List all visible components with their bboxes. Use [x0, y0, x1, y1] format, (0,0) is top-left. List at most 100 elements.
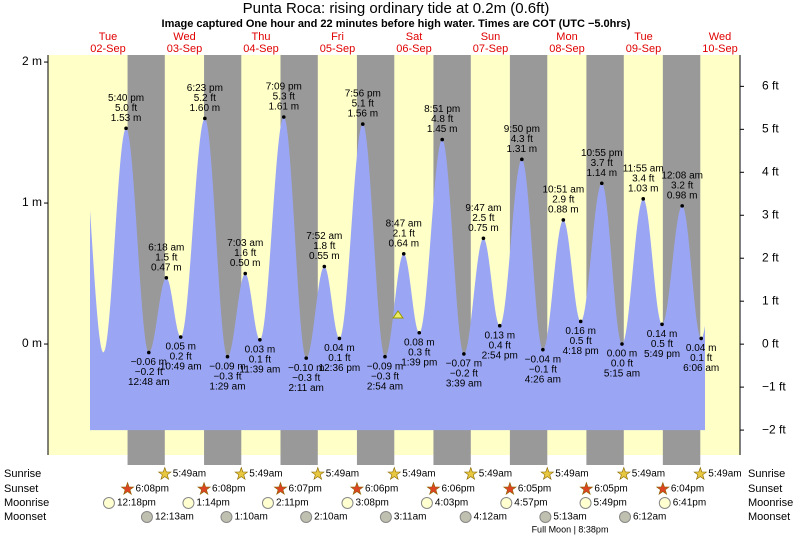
sunrise-time: 5:49am: [402, 469, 435, 480]
tide-label: 0.3 ft: [408, 347, 430, 358]
tide-label: 0.00 m: [607, 349, 638, 360]
tide-label: −0.10 m: [288, 363, 324, 374]
sunrise-time: 5:49am: [479, 469, 512, 480]
sunrise-time: 5:49am: [708, 469, 741, 480]
tide-label: 0.1 ft: [328, 353, 350, 364]
sunrise-time: 5:49am: [632, 469, 665, 480]
day-name: Thu: [252, 31, 271, 43]
moonrise-time: 4:03pm: [435, 498, 468, 509]
tide-label: 5.3 ft: [273, 92, 295, 103]
moonrise-time: 1:14pm: [196, 498, 229, 509]
tide-label: 0.04 m: [686, 343, 717, 354]
tide-point: [383, 354, 387, 359]
tide-label: −0.3 ft: [213, 371, 241, 382]
moonset-time: 3:11am: [394, 512, 427, 523]
day-date: 03-Sep: [167, 43, 202, 55]
tide-label: −0.2 ft: [450, 369, 478, 380]
y2-tick-label: 1 ft: [762, 293, 779, 307]
tide-label: 11:55 am: [623, 163, 664, 174]
tide-label: 0.0 ft: [611, 359, 633, 370]
tide-label: 4:18 pm: [563, 346, 599, 357]
moonrise-time: 6:41pm: [673, 498, 706, 509]
sunset-time: 6:08pm: [136, 484, 169, 495]
tide-point: [541, 347, 545, 352]
tide-area: [90, 117, 705, 431]
tide-point: [599, 181, 604, 186]
moonset-time: 6:12am: [633, 512, 666, 523]
tide-label: 0.88 m: [548, 205, 579, 216]
sunset-icon: [349, 481, 364, 495]
tide-label: 0.75 m: [468, 223, 499, 234]
moonset-time: 1:10am: [234, 512, 267, 523]
y-tick-label: 1 m: [22, 195, 42, 209]
row-label: Moonset: [4, 511, 46, 523]
tide-point: [337, 336, 342, 341]
tide-label: 2.9 ft: [552, 195, 574, 206]
tide-point: [258, 338, 262, 342]
day-date: 05-Sep: [320, 43, 355, 55]
day-name: Sat: [406, 31, 423, 43]
tide-label: 0.98 m: [667, 191, 698, 202]
tide-point: [520, 157, 524, 162]
chart-title: Punta Roca: rising ordinary tide at 0.2m…: [243, 0, 550, 17]
tide-label: 7:09 pm: [266, 82, 302, 93]
tide-label: 3.7 ft: [591, 158, 613, 169]
day-date: 09-Sep: [626, 43, 661, 55]
tide-point: [641, 197, 646, 201]
tide-label: 5:40 pm: [108, 93, 144, 104]
tide-point: [660, 322, 664, 327]
tide-label: 0.16 m: [565, 326, 596, 337]
tide-point: [243, 271, 248, 276]
tide-label: 1.45 m: [427, 124, 458, 135]
day-date: 02-Sep: [90, 43, 125, 55]
y2-tick-label: −2 ft: [762, 422, 786, 436]
tide-point: [699, 336, 703, 341]
tide-label: −0.04 m: [525, 354, 561, 365]
tide-label: 10:55 pm: [581, 148, 623, 159]
tide-label: 0.5 ft: [570, 336, 592, 347]
day-name: Tue: [99, 31, 118, 43]
tide-point: [462, 352, 466, 356]
row-label: Sunset: [4, 483, 38, 495]
sunset-time: 6:06pm: [365, 484, 398, 495]
tide-label: 1:39 pm: [401, 357, 437, 368]
tide-label: 9:47 am: [465, 203, 501, 214]
moonset-time: 2:10am: [314, 512, 347, 523]
tide-label: 5:49 pm: [644, 349, 680, 360]
tide-label: 1.03 m: [628, 183, 659, 194]
moon-phase: Full Moon | 8:38pm: [532, 524, 609, 534]
sunrise-icon: [310, 466, 325, 480]
day-name: Sun: [481, 31, 501, 43]
tide-point: [578, 319, 583, 324]
moonset-time: 4:12am: [474, 512, 507, 523]
y2-tick-label: −1 ft: [762, 379, 786, 393]
tide-point: [124, 126, 128, 131]
moonset-icon: [220, 511, 233, 523]
tide-label: 0.14 m: [647, 329, 678, 340]
moonrise-icon: [261, 497, 274, 509]
sunrise-time: 5:49am: [326, 469, 359, 480]
tide-label: −0.09 m: [367, 361, 403, 372]
tide-label: 12:48 am: [128, 377, 170, 388]
tide-label: 6:06 am: [683, 363, 719, 374]
tide-point: [561, 218, 566, 222]
moonrise-icon: [102, 497, 115, 509]
y2-tick-label: 2 ft: [762, 250, 779, 264]
row-label: Moonrise: [4, 497, 49, 509]
tide-label: 2.1 ft: [393, 228, 415, 239]
tide-label: 0.04 m: [324, 343, 355, 354]
tide-label: 0.03 m: [245, 344, 276, 355]
row-label: Moonrise: [748, 497, 793, 509]
tide-label: 6:23 pm: [187, 83, 223, 94]
tide-point: [203, 116, 207, 121]
day-date: 06-Sep: [396, 43, 431, 55]
moonset-icon: [379, 511, 392, 523]
sunrise-icon: [157, 466, 172, 480]
day-name: Wed: [709, 31, 731, 43]
tide-label: 1.5 ft: [155, 252, 177, 263]
moonrise-time: 2:11pm: [276, 498, 309, 509]
tide-label: −0.3 ft: [292, 373, 320, 384]
sunset-icon: [273, 481, 288, 495]
sunrise-icon: [616, 466, 631, 480]
